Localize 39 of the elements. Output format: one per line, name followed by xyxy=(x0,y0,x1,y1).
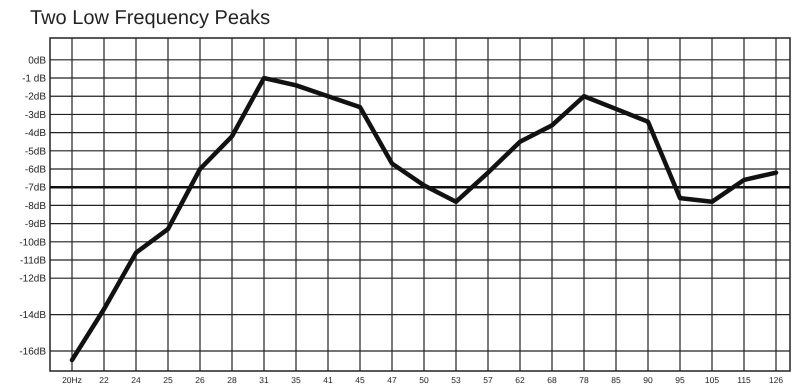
y-tick-label: -1 dB xyxy=(22,74,46,85)
y-tick-label: -7dB xyxy=(24,182,46,194)
x-tick-label: 24 xyxy=(131,375,141,385)
x-tick-label: 28 xyxy=(227,375,237,385)
x-tick-label: 47 xyxy=(387,375,397,385)
x-tick-label: 85 xyxy=(611,375,621,385)
x-tick-label: 20Hz xyxy=(62,375,82,385)
y-tick-label: -4dB xyxy=(24,128,46,140)
x-tick-label: 126 xyxy=(768,375,784,385)
y-tick-label: -14dB xyxy=(19,310,46,322)
y-tick-label: 0dB xyxy=(28,55,46,66)
x-tick-label: 95 xyxy=(675,375,685,385)
x-tick-label: 115 xyxy=(737,375,752,385)
chart-title: Two Low Frequency Peaks xyxy=(30,7,270,29)
y-tick-label: -11dB xyxy=(20,256,46,266)
y-tick-label: -12dB xyxy=(19,274,46,285)
x-tick-label: 68 xyxy=(547,375,557,385)
x-tick-label: 50 xyxy=(419,375,429,385)
y-tick-label: -10dB xyxy=(19,237,46,248)
x-tick-label: 35 xyxy=(291,375,301,385)
x-tick-label: 90 xyxy=(643,375,653,385)
x-tick-label: 57 xyxy=(483,375,493,385)
x-tick-label: 25 xyxy=(163,375,173,385)
x-tick-label: 78 xyxy=(579,375,589,385)
y-tick-label: -5dB xyxy=(24,146,46,158)
x-tick-label: 31 xyxy=(259,375,269,385)
x-tick-label: 45 xyxy=(355,375,365,385)
x-tick-label: 53 xyxy=(451,375,461,385)
x-tick-label: 22 xyxy=(99,375,109,385)
x-tick-label: 105 xyxy=(704,375,720,385)
x-tick-label: 62 xyxy=(515,375,525,385)
y-tick-label: -3dB xyxy=(24,110,46,121)
y-tick-label: -8dB xyxy=(24,200,46,212)
x-tick-label: 41 xyxy=(323,375,333,385)
y-tick-label: -6dB xyxy=(24,164,46,176)
y-tick-label: -2dB xyxy=(24,92,46,103)
y-tick-label: -9dB xyxy=(24,219,46,230)
x-tick-label: 26 xyxy=(195,375,205,385)
y-tick-label: -16dB xyxy=(19,346,46,358)
